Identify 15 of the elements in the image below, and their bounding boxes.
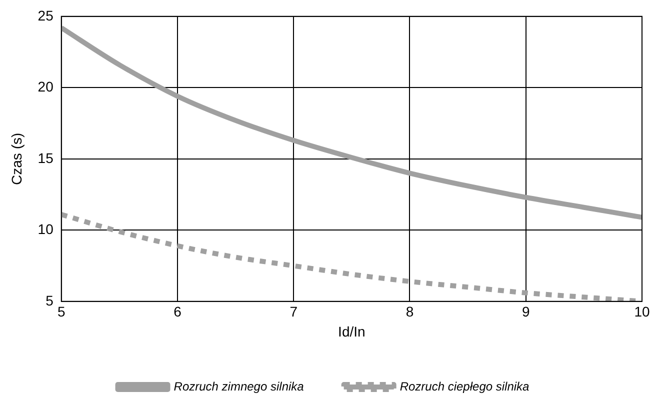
y-tick-label: 20 xyxy=(38,78,54,95)
y-tick-label: 10 xyxy=(38,221,54,238)
x-tick-label: 8 xyxy=(406,304,414,320)
x-tick-label: 7 xyxy=(290,304,298,320)
x-axis-title: Id/In xyxy=(338,323,366,340)
y-tick-label: 25 xyxy=(38,7,54,24)
y-tick-label: 15 xyxy=(38,150,54,166)
y-tick-label: 5 xyxy=(46,292,54,308)
legend-label: Rozruch zimnego silnika xyxy=(174,379,304,394)
x-tick-label: 9 xyxy=(522,304,530,320)
y-axis-title: Czas (s) xyxy=(8,132,24,185)
x-tick-label: 6 xyxy=(174,304,182,320)
x-tick-label: 10 xyxy=(634,304,650,320)
x-tick-label: 5 xyxy=(57,304,66,320)
legend-label: Rozruch ciepłego silnika xyxy=(400,379,530,394)
